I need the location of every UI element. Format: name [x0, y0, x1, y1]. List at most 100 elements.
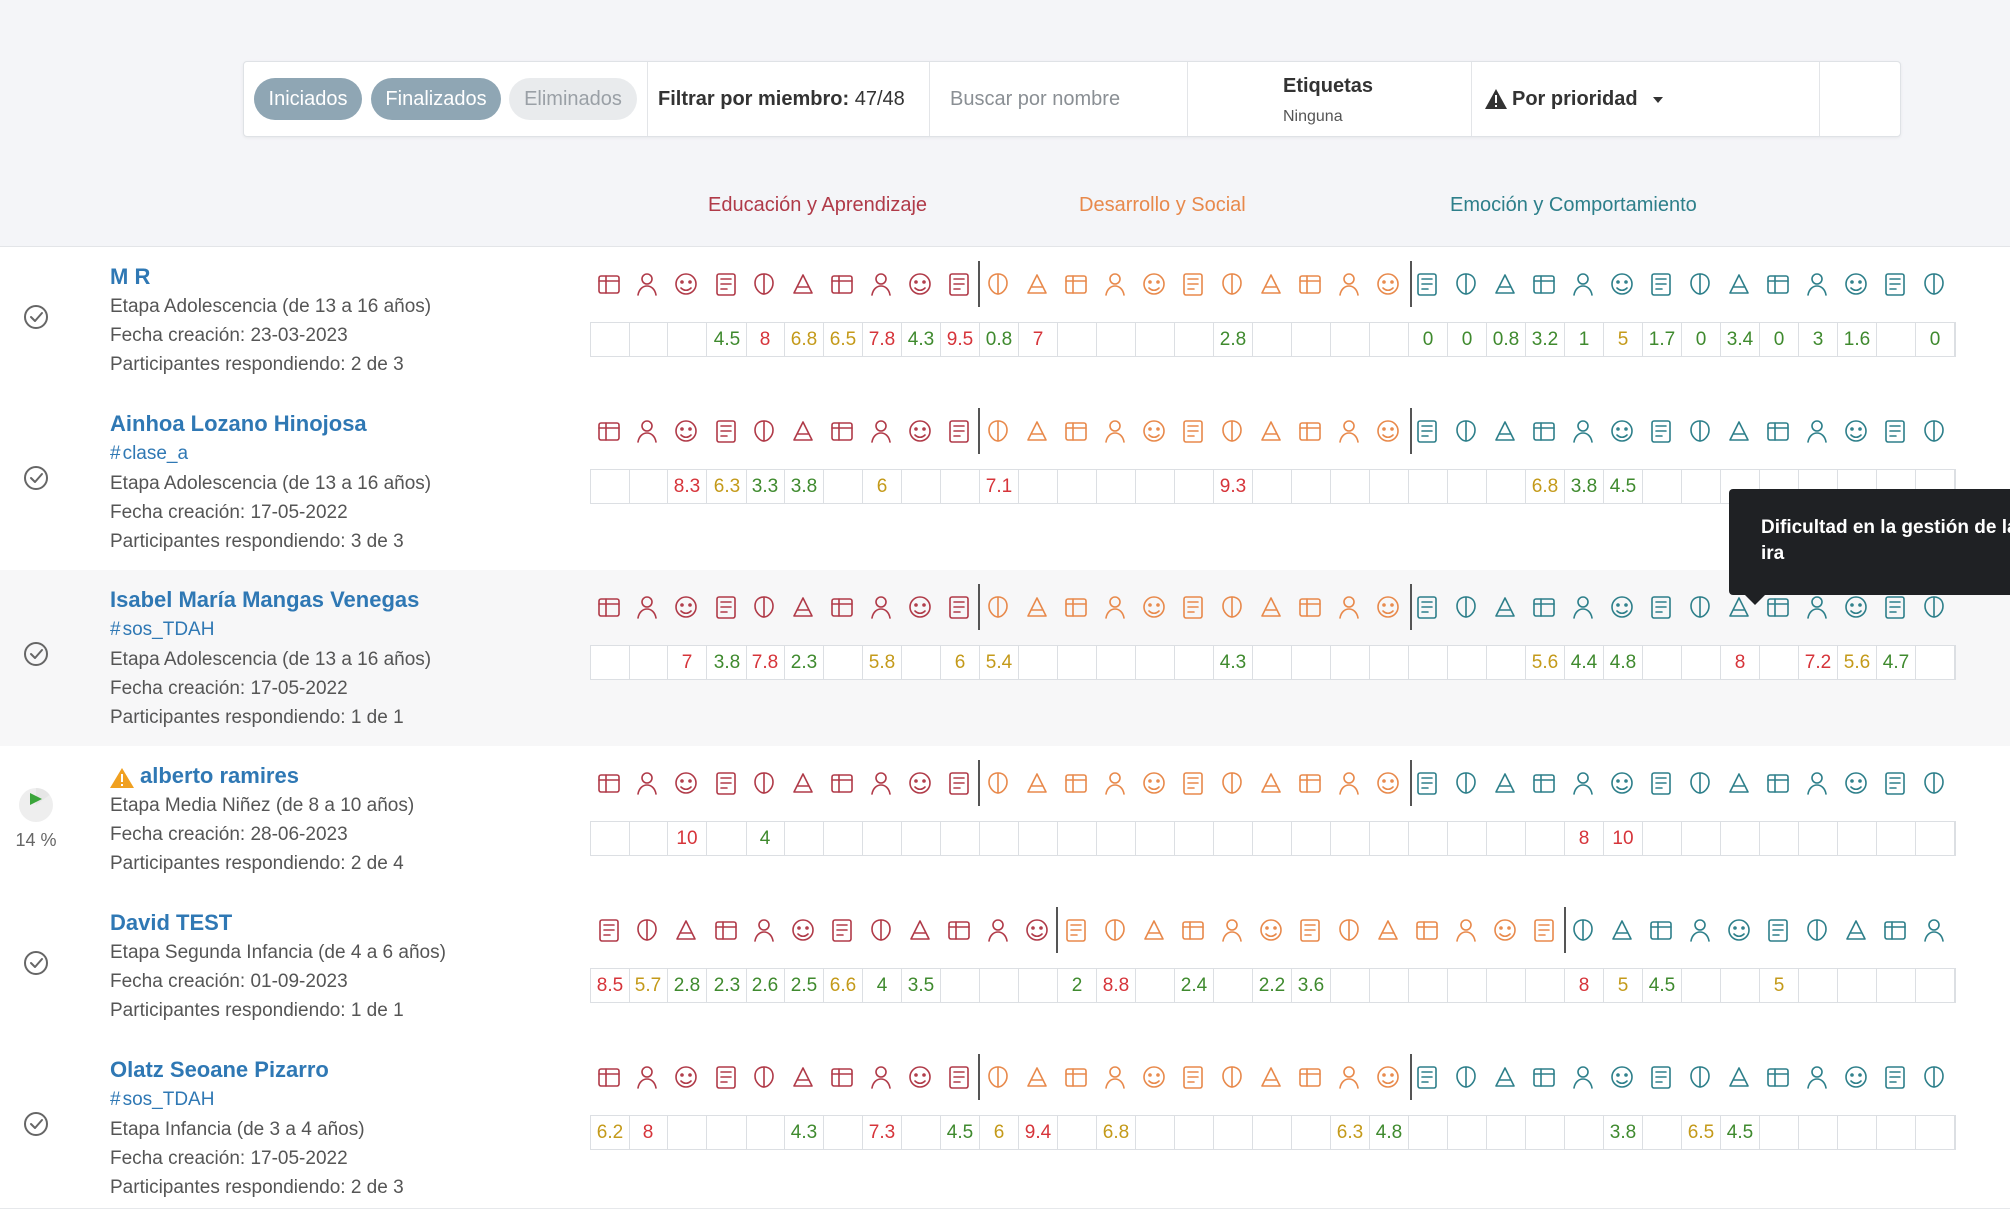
group-icon[interactable] [1100, 269, 1130, 299]
run-icon[interactable] [1334, 269, 1364, 299]
notebook-icon[interactable] [1880, 416, 1910, 446]
ear-icon[interactable] [1061, 269, 1091, 299]
smile-icon[interactable] [827, 1062, 857, 1092]
sort-priority-dropdown[interactable]: Por prioridad [1471, 62, 1820, 136]
cupcake-icon[interactable] [1412, 416, 1442, 446]
filter-started-button[interactable]: Iniciados [254, 78, 362, 120]
sad-face-icon[interactable] [1646, 915, 1676, 945]
gift-icon[interactable] [1802, 915, 1832, 945]
table-icon[interactable] [905, 915, 935, 945]
gift-icon[interactable] [1763, 269, 1793, 299]
notebook-icon[interactable] [983, 915, 1013, 945]
house-icon[interactable] [1568, 416, 1598, 446]
apple-icon[interactable] [1139, 915, 1169, 945]
run-icon[interactable] [1334, 416, 1364, 446]
math-grid-icon[interactable] [944, 768, 974, 798]
speech-person-icon[interactable] [632, 768, 662, 798]
person-child-icon[interactable] [1217, 1062, 1247, 1092]
house-icon[interactable] [1568, 768, 1598, 798]
notebook-icon[interactable] [1880, 1062, 1910, 1092]
head-gear-icon[interactable] [749, 915, 779, 945]
checklist-icon[interactable] [711, 1062, 741, 1092]
smile-icon[interactable] [827, 592, 857, 622]
speech-person-icon[interactable] [632, 592, 662, 622]
checklist-icon[interactable] [711, 416, 741, 446]
fist-board-icon[interactable] [1451, 416, 1481, 446]
book-icon[interactable] [749, 1062, 779, 1092]
manual-icon[interactable] [1256, 768, 1286, 798]
stretch-icon[interactable] [1295, 592, 1325, 622]
math-grid-icon[interactable] [944, 416, 974, 446]
handshake-icon[interactable] [1217, 915, 1247, 945]
apple-icon[interactable] [905, 768, 935, 798]
calendar-icon[interactable] [1529, 592, 1559, 622]
table-icon[interactable] [671, 269, 701, 299]
ear-icon[interactable] [1061, 592, 1091, 622]
person-child-icon[interactable] [1490, 915, 1520, 945]
people-pair-icon[interactable] [1139, 1062, 1169, 1092]
group-icon[interactable] [1100, 416, 1130, 446]
dance-icon[interactable] [1841, 592, 1871, 622]
checklist-icon[interactable] [944, 915, 974, 945]
fist-icon[interactable] [1919, 768, 1949, 798]
book-icon[interactable] [749, 416, 779, 446]
search-name-input[interactable]: Buscar por nombre [929, 62, 1188, 136]
angry-face-icon[interactable] [1724, 416, 1754, 446]
speech-head-icon[interactable] [1607, 269, 1637, 299]
blocks-icon[interactable] [594, 592, 624, 622]
laptop-icon[interactable] [1802, 269, 1832, 299]
person-child-icon[interactable] [1217, 768, 1247, 798]
group-icon[interactable] [1100, 768, 1130, 798]
ear-icon[interactable] [1061, 416, 1091, 446]
book-icon[interactable] [749, 592, 779, 622]
people-pair-icon[interactable] [1139, 592, 1169, 622]
group-icon[interactable] [1100, 1062, 1130, 1092]
handshake-icon[interactable] [1022, 1062, 1052, 1092]
brain-hand-icon[interactable] [983, 269, 1013, 299]
brain-hand-icon[interactable] [983, 592, 1013, 622]
dance-icon[interactable] [1841, 768, 1871, 798]
people-pair-icon[interactable] [1139, 269, 1169, 299]
blocks-icon[interactable] [594, 1062, 624, 1092]
frown-face-icon[interactable] [1646, 768, 1676, 798]
fist-board-icon[interactable] [1685, 915, 1715, 945]
number-grid-icon[interactable] [866, 592, 896, 622]
case-tag[interactable]: # clase_a [110, 442, 188, 466]
dance-icon[interactable] [1295, 915, 1325, 945]
frown-face-icon[interactable] [1646, 592, 1676, 622]
sad-face-icon[interactable] [1490, 416, 1520, 446]
frown-face-icon[interactable] [1646, 416, 1676, 446]
case-name-link[interactable]: alberto ramires [140, 763, 299, 788]
sad-face-icon[interactable] [1490, 269, 1520, 299]
eye-off-icon[interactable] [1373, 768, 1403, 798]
smile-faint-icon[interactable] [1763, 915, 1793, 945]
brain-icon[interactable] [788, 416, 818, 446]
brain-hand-icon[interactable] [983, 768, 1013, 798]
head-side-icon[interactable] [1607, 915, 1637, 945]
fist-icon[interactable] [1919, 416, 1949, 446]
number-grid-icon[interactable] [866, 768, 896, 798]
ear-icon[interactable] [1061, 768, 1091, 798]
table-icon[interactable] [671, 768, 701, 798]
frown-face-icon[interactable] [1646, 269, 1676, 299]
manual-icon[interactable] [1256, 592, 1286, 622]
checklist-icon[interactable] [711, 592, 741, 622]
speech-person-icon[interactable] [632, 269, 662, 299]
angry-blob-icon[interactable] [1685, 269, 1715, 299]
stretch-icon[interactable] [1295, 1062, 1325, 1092]
case-row[interactable]: M R Etapa Adolescencia (de 13 a 16 años) F… [0, 247, 2010, 395]
fist-icon[interactable] [1880, 915, 1910, 945]
house-icon[interactable] [1568, 592, 1598, 622]
ear-icon[interactable] [1100, 915, 1130, 945]
apple-icon[interactable] [905, 1062, 935, 1092]
angry-face-icon[interactable] [1724, 269, 1754, 299]
house-icon[interactable] [1412, 915, 1442, 945]
dance-icon[interactable] [1841, 416, 1871, 446]
dance-icon[interactable] [1841, 1062, 1871, 1092]
book-icon[interactable] [866, 915, 896, 945]
blocks-icon[interactable] [594, 768, 624, 798]
cupcake-icon[interactable] [1919, 915, 1949, 945]
angry-face-icon[interactable] [1724, 1062, 1754, 1092]
house-icon[interactable] [1568, 1062, 1598, 1092]
case-name-link[interactable]: Ainhoa Lozano Hinojosa [110, 411, 367, 436]
